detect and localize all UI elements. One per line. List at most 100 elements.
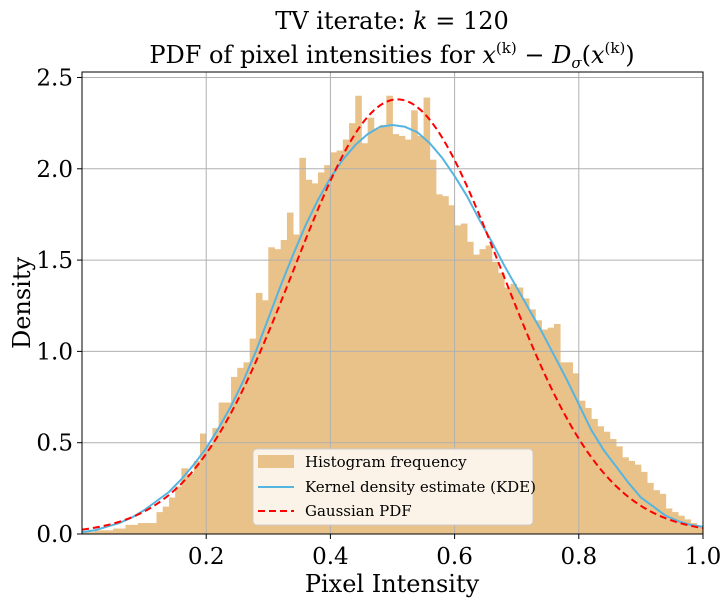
histogram-bar bbox=[628, 460, 636, 534]
histogram-bar bbox=[349, 123, 356, 534]
chart-subtitle: PDF of pixel intensities for x(k) − Dσ(x… bbox=[149, 39, 634, 72]
histogram-bar bbox=[678, 515, 685, 534]
histogram-bar bbox=[380, 124, 387, 535]
histogram-bar bbox=[411, 110, 418, 534]
histogram-bar bbox=[311, 183, 319, 535]
x-tick-label: 0.4 bbox=[312, 544, 349, 570]
histogram-bar bbox=[355, 95, 362, 534]
histogram-bar bbox=[125, 524, 133, 534]
histogram-bar bbox=[231, 376, 238, 534]
histogram-bar bbox=[448, 205, 455, 534]
histogram-bar bbox=[206, 444, 213, 534]
histogram-bar bbox=[336, 150, 344, 535]
histogram-bar bbox=[268, 247, 275, 534]
histogram-bar bbox=[324, 165, 331, 534]
x-tick-label: 0.2 bbox=[188, 544, 225, 570]
histogram-bar bbox=[522, 298, 530, 534]
histogram-bar bbox=[566, 362, 573, 534]
histogram-bar bbox=[367, 117, 375, 535]
histogram-bar bbox=[541, 329, 549, 534]
histogram-bar bbox=[578, 400, 586, 534]
x-tick-label: 0.8 bbox=[561, 544, 598, 570]
histogram-bar bbox=[640, 471, 648, 534]
histogram-bar bbox=[665, 508, 673, 534]
x-axis-label: Pixel Intensity bbox=[305, 570, 480, 598]
y-tick-label: 0.5 bbox=[36, 431, 73, 457]
histogram-bar bbox=[516, 287, 524, 534]
histogram-bar bbox=[106, 530, 114, 534]
histogram-bar bbox=[94, 530, 102, 534]
histogram-bar bbox=[113, 528, 120, 534]
legend-box bbox=[252, 448, 534, 526]
histogram-bar bbox=[150, 523, 157, 534]
legend-histogram-label: Histogram frequency bbox=[305, 453, 467, 471]
histogram-bar bbox=[255, 292, 263, 534]
histogram-bar bbox=[684, 519, 691, 534]
legend-gaussian-label: Gaussian PDF bbox=[305, 502, 412, 520]
histogram-bar bbox=[603, 431, 611, 534]
histogram-bar bbox=[373, 128, 381, 534]
histogram-bar bbox=[460, 223, 468, 534]
histogram-bar bbox=[429, 159, 437, 535]
histogram-bar bbox=[572, 373, 580, 534]
histogram-bar bbox=[634, 464, 642, 534]
histogram-bar bbox=[696, 526, 704, 534]
x-tick-label: 0.6 bbox=[436, 544, 473, 570]
histogram-bar bbox=[262, 300, 269, 534]
histogram-bar bbox=[585, 408, 592, 534]
histogram-bar bbox=[417, 135, 424, 535]
plot-frame bbox=[81, 71, 704, 535]
histogram-bar bbox=[243, 362, 251, 534]
histogram-bar bbox=[181, 468, 188, 534]
histogram-bar bbox=[274, 249, 282, 534]
histogram-bar bbox=[647, 482, 654, 534]
histogram-bar bbox=[199, 433, 207, 534]
legend-kde-label: Kernel density estimate (KDE) bbox=[305, 478, 536, 496]
histogram-bar bbox=[212, 428, 220, 534]
kde-curve bbox=[81, 123, 704, 534]
histogram-bar bbox=[467, 241, 474, 534]
histogram-bar bbox=[435, 194, 443, 534]
histogram-bar bbox=[144, 523, 151, 534]
histogram-bar bbox=[299, 157, 306, 534]
legend: Histogram frequency Kernel density estim… bbox=[252, 448, 536, 526]
curves bbox=[81, 98, 704, 534]
y-tick-label: 1.5 bbox=[36, 248, 73, 274]
histogram-bar bbox=[88, 532, 95, 534]
histogram-bar bbox=[473, 254, 480, 534]
axis-ticks: 0.2 0.4 0.6 0.8 1.0 0.0 0.5 1.0 1.5 2.0 2.5 bbox=[36, 65, 721, 570]
histogram-bar bbox=[485, 245, 493, 534]
legend-histogram-swatch bbox=[258, 455, 294, 468]
histogram-bar bbox=[510, 283, 518, 534]
y-tick-label: 2.5 bbox=[36, 65, 73, 91]
histogram-bar bbox=[529, 309, 536, 534]
histogram-bar bbox=[119, 528, 126, 534]
histogram-bar bbox=[156, 512, 164, 534]
histogram-bar bbox=[305, 179, 313, 534]
histogram-bar bbox=[193, 460, 201, 534]
y-tick-label: 2.0 bbox=[36, 157, 73, 183]
gaussian-curve bbox=[81, 98, 704, 531]
histogram-bar bbox=[392, 134, 400, 534]
histogram-bar bbox=[398, 135, 406, 535]
histogram-bar bbox=[175, 486, 182, 534]
histogram-bar bbox=[218, 402, 226, 534]
y-axis-label: Density bbox=[8, 257, 36, 350]
histogram-bar bbox=[361, 143, 369, 534]
histogram-bar bbox=[237, 367, 244, 534]
histogram-bar bbox=[168, 497, 176, 534]
histogram-bar bbox=[609, 439, 617, 534]
histogram-bar bbox=[342, 139, 350, 534]
histogram-bar bbox=[82, 532, 89, 534]
histogram-bar bbox=[224, 402, 232, 534]
histogram-bar bbox=[653, 490, 660, 534]
histogram-bar bbox=[553, 324, 561, 534]
histogram-bar bbox=[560, 362, 567, 534]
histogram-bar bbox=[498, 272, 505, 534]
histogram-bar bbox=[690, 523, 698, 534]
histogram-bar bbox=[479, 249, 487, 534]
histogram-bar bbox=[286, 212, 294, 534]
histogram-bar bbox=[442, 196, 449, 534]
histogram-bar bbox=[454, 225, 462, 535]
